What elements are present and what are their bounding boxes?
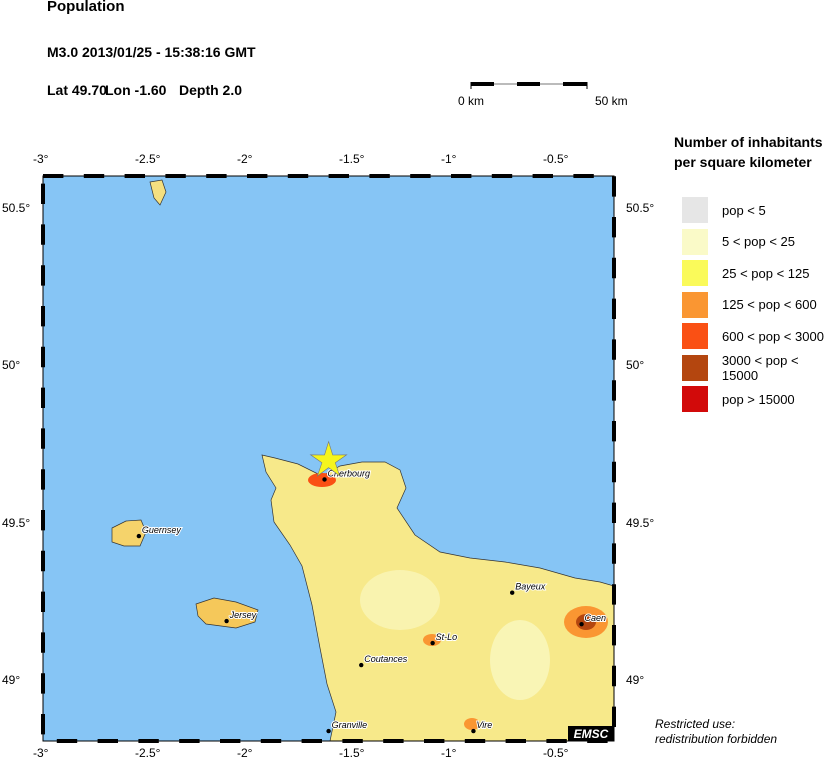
legend-label: 5 < pop < 25 [722,234,796,249]
legend-swatch [682,260,708,286]
lat-tick-label: 49° [626,672,645,687]
legend-item: 600 < pop < 3000 [682,323,824,349]
note-line2: redistribution forbidden [655,732,778,746]
emsc-logo [568,726,614,741]
city-marker [136,533,142,539]
legend-item: pop > 15000 [682,386,795,412]
legend-title-line2: per square kilometer [674,154,812,170]
emsc-logo-text: EMSC [574,727,609,741]
lon-tick-label: -2° [237,746,253,760]
note-line1: Restricted use: [655,717,736,731]
event-depth: Depth 2.0 [179,82,243,98]
lon-tick-label: -2° [237,152,253,166]
legend-label: 3000 < pop < 15000 [721,352,799,383]
legend-label: 25 < pop < 125 [722,265,810,281]
city-label: St-Lo [436,632,458,642]
legend-swatch [682,323,708,349]
city-caen[interactable]: Caen [579,612,607,627]
legend-swatch [682,386,708,412]
city-marker [224,618,229,624]
lat-tick-label: 50.5° [626,201,655,216]
lat-tick-label: 50.5° [2,201,31,216]
city-marker [322,477,327,482]
lon-tick-label: -1° [441,746,457,760]
city-jersey[interactable]: Jersey [224,609,258,624]
legend-swatch [682,228,708,255]
lat-tick-label: 50° [626,358,645,373]
lon-tick-label: -3° [33,746,49,760]
city-label: Coutances [364,654,408,664]
city-marker [471,728,476,734]
scale-bar [470,82,588,89]
city-label: Vire [476,720,492,730]
city-coutances[interactable]: Coutances [359,653,409,668]
city-marker [430,640,435,646]
lat-tick-label: 49° [2,672,21,687]
lon-tick-label: -2.5° [135,746,161,760]
legend-item: pop < 5 [682,197,766,223]
legend-swatch [682,354,708,381]
legend-label: pop < 5 [722,202,766,218]
legend-item: 5 < pop < 25 [682,228,796,255]
scale-start: 0 km [458,94,485,108]
city-marker [359,662,364,668]
legend-item: 125 < pop < 600 [682,291,817,318]
lat-tick-label: 50° [2,358,21,373]
event-lat: Lat 49.70 [47,82,107,98]
urban-patches [308,473,608,730]
legend-label: pop > 15000 [722,391,795,407]
city-vire[interactable]: Vire [471,719,493,734]
usage-note: Restricted use: redistribution forbidden [655,717,777,747]
city-marker [510,590,515,595]
legend-item: 25 < pop < 125 [682,260,809,286]
lon-tick-label: -0.5° [543,152,569,166]
city-st-lo[interactable]: St-Lo [430,631,458,646]
city-marker [579,621,584,627]
city-bayeux[interactable]: Bayeux [510,581,547,595]
legend-label: 125 < pop < 600 [722,297,817,312]
city-label: Caen [585,613,607,623]
lon-tick-label: -1.5° [339,152,365,166]
lat-tick-label: 49.5° [2,515,31,530]
legend-swatch [682,197,708,223]
city-marker [326,728,331,734]
city-granville[interactable]: Granville [326,719,368,734]
city-label: Bayeux [515,582,546,592]
city-label: Granville [332,720,368,730]
city-guernsey[interactable]: Guernsey [136,524,182,539]
lon-tick-label: -2.5° [135,152,161,166]
event-lon: Lon -1.60 [105,82,167,98]
legend-title-line1: Number of inhabitants [674,134,823,150]
legend-item: 3000 < pop < 15000 [682,352,838,383]
scale-end: 50 km [595,94,628,108]
epicenter-star-icon[interactable] [309,440,348,477]
lon-tick-label: -1.5° [339,746,365,760]
page-title: Population [47,0,125,15]
legend-title: Number of inhabitants per square kilomet… [674,132,823,172]
legend-swatch [682,291,708,318]
city-label: Guernsey [142,525,182,535]
lon-tick-label: -1° [441,152,457,166]
lon-tick-label: -0.5° [543,746,569,760]
event-info: M3.0 2013/01/25 - 15:38:16 GMT [47,44,256,60]
city-label: Jersey [229,610,257,620]
lon-tick-label: -3° [33,152,49,166]
legend-label: 600 < pop < 3000 [722,328,824,344]
lat-tick-label: 49.5° [626,515,655,530]
